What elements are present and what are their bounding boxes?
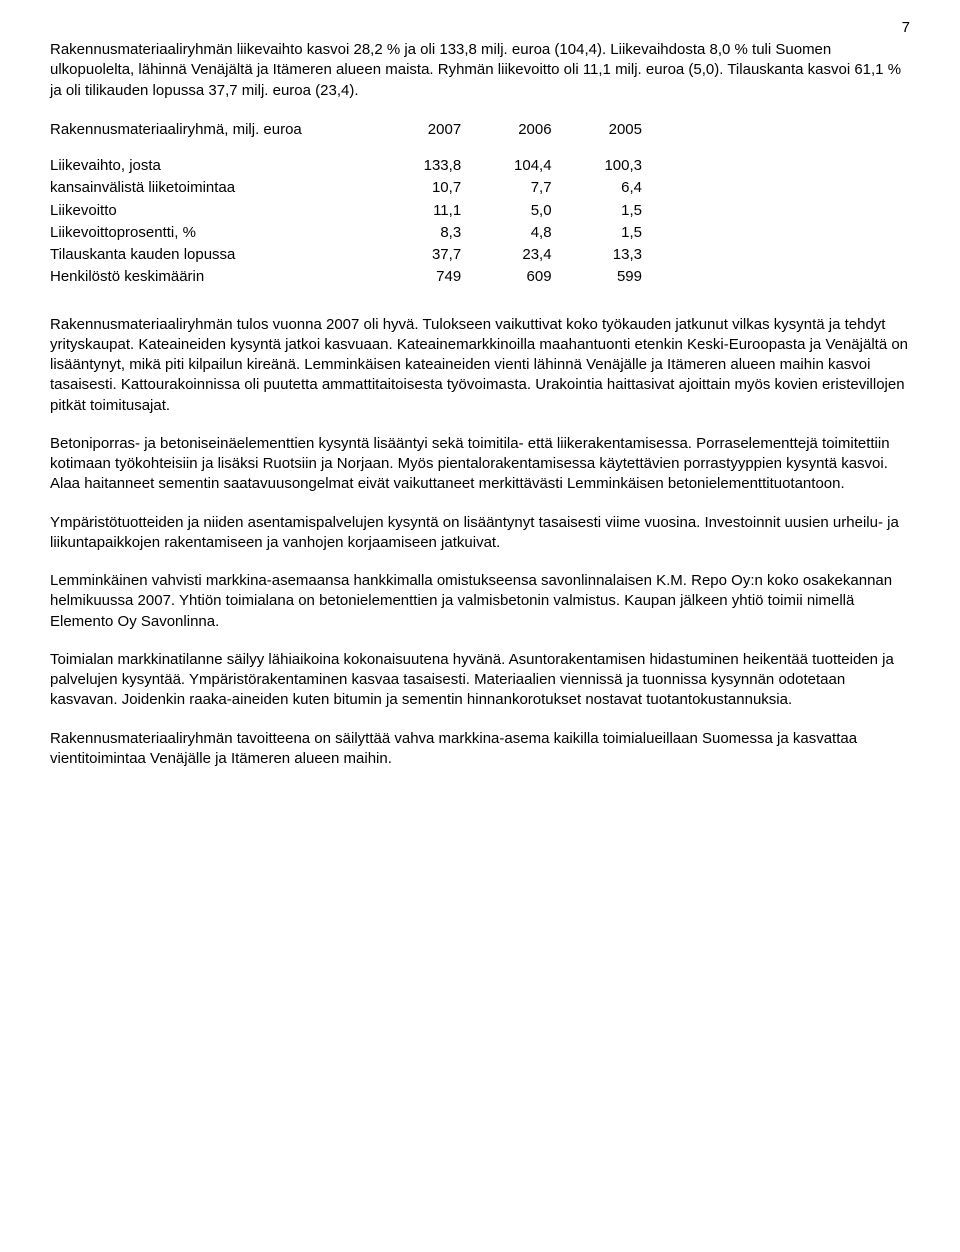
document-page: 7 Rakennusmateriaaliryhmän liikevaihto k… <box>0 0 960 847</box>
table-row: Henkilöstö keskimäärin 749 609 599 <box>50 266 650 288</box>
table-year-2: 2005 <box>560 119 650 141</box>
row-val: 37,7 <box>379 244 469 266</box>
paragraph-3: Betoniporras- ja betoniseinäelementtien … <box>50 434 910 495</box>
table-row: Tilauskanta kauden lopussa 37,7 23,4 13,… <box>50 244 650 266</box>
paragraph-1: Rakennusmateriaaliryhmän liikevaihto kas… <box>50 40 910 101</box>
table-row: kansainvälistä liiketoimintaa 10,7 7,7 6… <box>50 177 650 199</box>
table-row: Liikevoitto 11,1 5,0 1,5 <box>50 200 650 222</box>
row-val: 133,8 <box>379 155 469 177</box>
row-val: 609 <box>469 266 559 288</box>
row-val: 7,7 <box>469 177 559 199</box>
row-label: Tilauskanta kauden lopussa <box>50 244 379 266</box>
row-label: kansainvälistä liiketoimintaa <box>50 177 379 199</box>
table-header-label: Rakennusmateriaaliryhmä, milj. euroa <box>50 119 379 141</box>
table-row: Liikevoittoprosentti, % 8,3 4,8 1,5 <box>50 222 650 244</box>
row-val: 23,4 <box>469 244 559 266</box>
row-label: Liikevaihto, josta <box>50 155 379 177</box>
row-val: 11,1 <box>379 200 469 222</box>
page-number: 7 <box>902 18 910 38</box>
table-header-row: Rakennusmateriaaliryhmä, milj. euroa 200… <box>50 119 650 141</box>
paragraph-7: Rakennusmateriaaliryhmän tavoitteena on … <box>50 729 910 770</box>
paragraph-4: Ympäristötuotteiden ja niiden asentamisp… <box>50 513 910 554</box>
row-val: 4,8 <box>469 222 559 244</box>
row-val: 5,0 <box>469 200 559 222</box>
data-table: Rakennusmateriaaliryhmä, milj. euroa 200… <box>50 119 650 289</box>
row-val: 100,3 <box>560 155 650 177</box>
table-row: Liikevaihto, josta 133,8 104,4 100,3 <box>50 155 650 177</box>
row-val: 104,4 <box>469 155 559 177</box>
row-val: 13,3 <box>560 244 650 266</box>
row-val: 599 <box>560 266 650 288</box>
row-val: 1,5 <box>560 222 650 244</box>
paragraph-2: Rakennusmateriaaliryhmän tulos vuonna 20… <box>50 315 910 416</box>
row-label: Liikevoittoprosentti, % <box>50 222 379 244</box>
paragraph-6: Toimialan markkinatilanne säilyy lähiaik… <box>50 650 910 711</box>
data-table-wrap: Rakennusmateriaaliryhmä, milj. euroa 200… <box>50 119 910 289</box>
table-year-0: 2007 <box>379 119 469 141</box>
row-val: 8,3 <box>379 222 469 244</box>
row-val: 749 <box>379 266 469 288</box>
table-year-1: 2006 <box>469 119 559 141</box>
row-val: 1,5 <box>560 200 650 222</box>
row-val: 10,7 <box>379 177 469 199</box>
paragraph-5: Lemminkäinen vahvisti markkina-asemaansa… <box>50 571 910 632</box>
row-label: Liikevoitto <box>50 200 379 222</box>
row-val: 6,4 <box>560 177 650 199</box>
row-label: Henkilöstö keskimäärin <box>50 266 379 288</box>
